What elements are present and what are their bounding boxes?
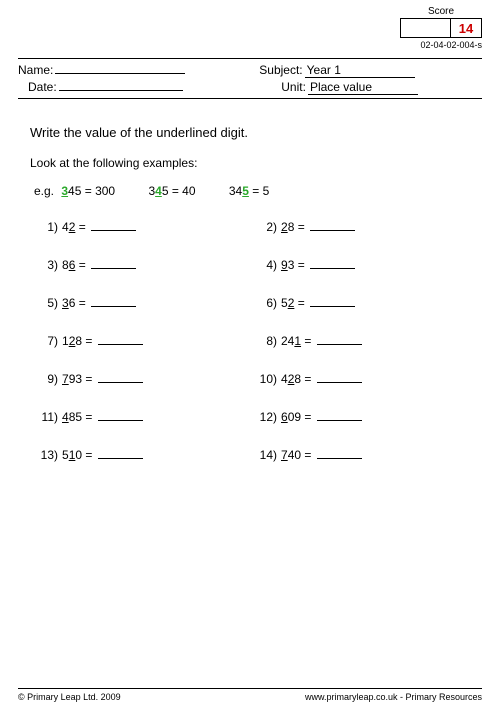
question-text: 241 = bbox=[281, 334, 362, 348]
question-number: 14) bbox=[257, 448, 277, 462]
question-text: 510 = bbox=[62, 448, 143, 462]
question-text: 28 = bbox=[281, 220, 355, 234]
question-number: 8) bbox=[257, 334, 277, 348]
question-number: 13) bbox=[38, 448, 58, 462]
question-text: 52 = bbox=[281, 296, 355, 310]
question-row: 3) 86 = 4) 93 = bbox=[38, 258, 476, 272]
answer-blank[interactable] bbox=[317, 334, 362, 345]
unit-field: Place value bbox=[308, 80, 418, 95]
question-cell: 8) 241 = bbox=[257, 334, 476, 348]
divider-top bbox=[18, 58, 482, 59]
name-label: Name: bbox=[18, 63, 53, 77]
answer-blank[interactable] bbox=[310, 220, 355, 231]
question-number: 10) bbox=[257, 372, 277, 386]
subject-label: Subject: bbox=[259, 63, 302, 77]
question-text: 86 = bbox=[62, 258, 136, 272]
example-2: 345 = 40 bbox=[148, 184, 195, 198]
question-row: 5) 36 = 6) 52 = bbox=[38, 296, 476, 310]
question-text: 36 = bbox=[62, 296, 136, 310]
question-cell: 1) 42 = bbox=[38, 220, 257, 234]
worksheet-code: 02-04-02-004-s bbox=[400, 40, 482, 50]
underlined-digit: 3 bbox=[62, 296, 69, 310]
instruction-text: Write the value of the underlined digit. bbox=[30, 125, 476, 140]
question-number: 7) bbox=[38, 334, 58, 348]
question-cell: 11) 485 = bbox=[38, 410, 257, 424]
question-number: 5) bbox=[38, 296, 58, 310]
answer-blank[interactable] bbox=[310, 258, 355, 269]
score-box: 14 bbox=[400, 18, 482, 38]
answer-blank[interactable] bbox=[310, 296, 355, 307]
example-1: 345 = 300 bbox=[61, 184, 115, 198]
question-row: 1) 42 = 2) 28 = bbox=[38, 220, 476, 234]
questions-grid: 1) 42 = 2) 28 = 3) 86 = 4) 93 = 5) 36 = 6) 52 … bbox=[30, 220, 476, 462]
question-text: 93 = bbox=[281, 258, 355, 272]
question-text: 793 = bbox=[62, 372, 143, 386]
question-text: 609 = bbox=[281, 410, 362, 424]
footer: © Primary Leap Ltd. 2009 www.primaryleap… bbox=[0, 688, 500, 702]
question-number: 6) bbox=[257, 296, 277, 310]
question-cell: 10) 428 = bbox=[257, 372, 476, 386]
example-3: 345 = 5 bbox=[229, 184, 269, 198]
footer-left: © Primary Leap Ltd. 2009 bbox=[18, 692, 121, 702]
question-number: 3) bbox=[38, 258, 58, 272]
question-cell: 2) 28 = bbox=[257, 220, 476, 234]
score-value: 14 bbox=[451, 19, 481, 37]
question-cell: 7) 128 = bbox=[38, 334, 257, 348]
answer-blank[interactable] bbox=[98, 410, 143, 421]
question-cell: 6) 52 = bbox=[257, 296, 476, 310]
underlined-digit: 4 bbox=[62, 410, 69, 424]
question-number: 11) bbox=[38, 410, 58, 424]
answer-blank[interactable] bbox=[91, 296, 136, 307]
underlined-digit: 9 bbox=[281, 258, 288, 272]
question-text: 485 = bbox=[62, 410, 143, 424]
date-field[interactable] bbox=[59, 90, 183, 91]
underlined-digit: 7 bbox=[62, 372, 69, 386]
underlined-digit: 2 bbox=[281, 220, 288, 234]
question-row: 13) 510 = 14) 740 = bbox=[38, 448, 476, 462]
subject-field: Year 1 bbox=[305, 63, 415, 78]
question-row: 11) 485 = 12) 609 = bbox=[38, 410, 476, 424]
underlined-digit: 6 bbox=[281, 410, 288, 424]
date-label: Date: bbox=[28, 80, 57, 94]
question-cell: 5) 36 = bbox=[38, 296, 257, 310]
answer-blank[interactable] bbox=[98, 334, 143, 345]
score-area: Score 14 02-04-02-004-s bbox=[400, 6, 482, 50]
question-text: 128 = bbox=[62, 334, 143, 348]
footer-divider bbox=[18, 688, 482, 689]
question-text: 428 = bbox=[281, 372, 362, 386]
question-text: 740 = bbox=[281, 448, 362, 462]
question-row: 9) 793 = 10) 428 = bbox=[38, 372, 476, 386]
score-label: Score bbox=[400, 6, 482, 17]
examples-row: e.g. 345 = 300 345 = 40 345 = 5 bbox=[30, 184, 476, 198]
examples-label: Look at the following examples: bbox=[30, 156, 476, 170]
answer-blank[interactable] bbox=[317, 410, 362, 421]
question-cell: 13) 510 = bbox=[38, 448, 257, 462]
unit-label: Unit: bbox=[281, 80, 306, 94]
question-number: 12) bbox=[257, 410, 277, 424]
question-text: 42 = bbox=[62, 220, 136, 234]
score-blank bbox=[401, 19, 451, 37]
answer-blank[interactable] bbox=[91, 258, 136, 269]
info-row-2: Date: Unit: Place value bbox=[18, 80, 482, 95]
question-cell: 9) 793 = bbox=[38, 372, 257, 386]
question-number: 4) bbox=[257, 258, 277, 272]
answer-blank[interactable] bbox=[98, 448, 143, 459]
question-cell: 12) 609 = bbox=[257, 410, 476, 424]
name-field[interactable] bbox=[55, 73, 185, 74]
answer-blank[interactable] bbox=[317, 372, 362, 383]
examples-prefix: e.g. bbox=[34, 184, 54, 198]
answer-blank[interactable] bbox=[98, 372, 143, 383]
footer-right: www.primaryleap.co.uk - Primary Resource… bbox=[305, 692, 482, 702]
question-number: 2) bbox=[257, 220, 277, 234]
underlined-digit: 7 bbox=[281, 448, 288, 462]
answer-blank[interactable] bbox=[317, 448, 362, 459]
question-number: 9) bbox=[38, 372, 58, 386]
question-cell: 4) 93 = bbox=[257, 258, 476, 272]
question-row: 7) 128 = 8) 241 = bbox=[38, 334, 476, 348]
info-row-1: Name: Subject: Year 1 bbox=[18, 63, 482, 78]
question-cell: 14) 740 = bbox=[257, 448, 476, 462]
question-cell: 3) 86 = bbox=[38, 258, 257, 272]
question-number: 1) bbox=[38, 220, 58, 234]
answer-blank[interactable] bbox=[91, 220, 136, 231]
